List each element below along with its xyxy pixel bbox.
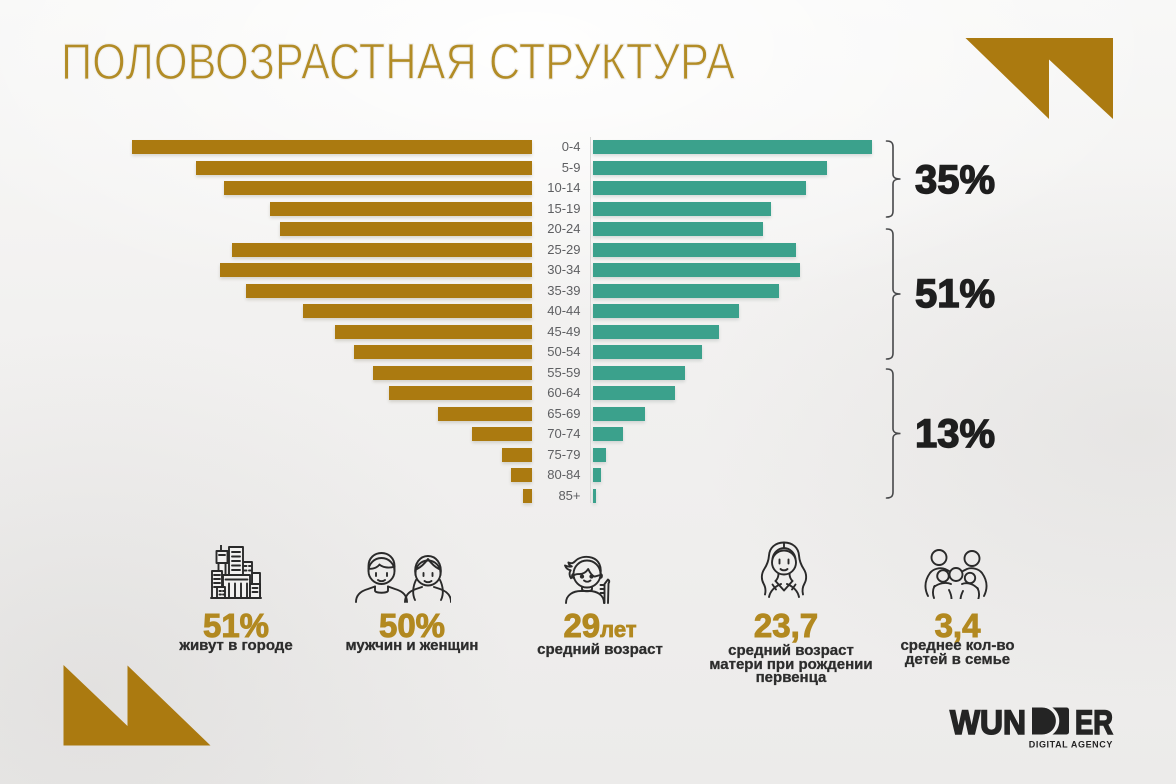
svg-text:DIGITAL AGENCY: DIGITAL AGENCY	[1029, 740, 1113, 750]
svg-text:ER: ER	[1075, 704, 1113, 742]
svg-text:WUN: WUN	[950, 704, 1026, 742]
